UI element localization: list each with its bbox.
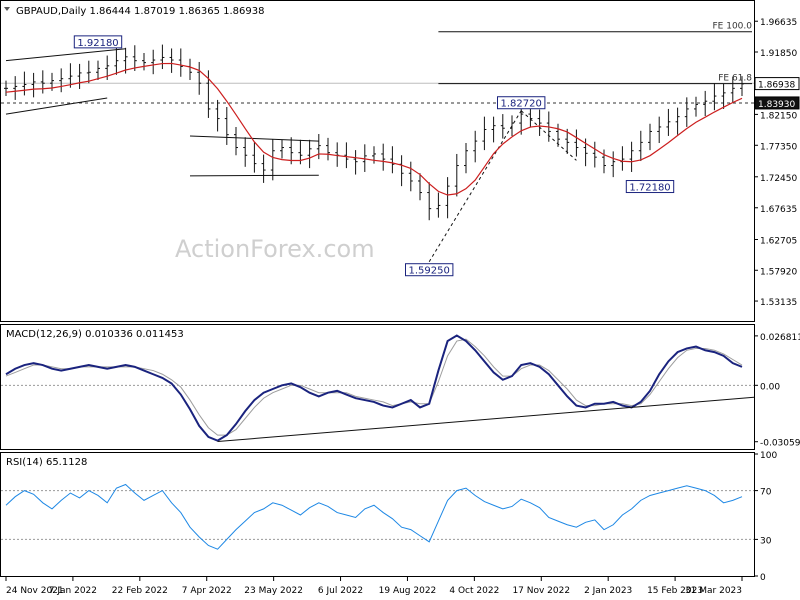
macd-tick-label: 0.00 <box>760 382 780 392</box>
annotation-label: 1.59250 <box>409 266 450 277</box>
collapse-arrow-icon[interactable] <box>4 7 10 11</box>
trendline-bottom <box>5 97 108 115</box>
date-tick-label: 31 Mar 2023 <box>685 586 742 596</box>
macd-trendline <box>217 396 755 443</box>
date-tick-label: 7 Apr 2022 <box>182 586 232 596</box>
price-tick-label: 1.57920 <box>760 267 797 277</box>
annotation-box <box>73 35 123 49</box>
rsi-tick-label: 30 <box>760 536 772 546</box>
price-tick-label: 1.72450 <box>760 174 797 184</box>
price-tick-label: 1.77350 <box>760 142 797 152</box>
date-tick-label: 4 Oct 2022 <box>449 586 499 596</box>
date-tick-label: 24 Nov 2021 <box>6 586 64 596</box>
date-tick-label: 2 Jan 2023 <box>584 586 632 596</box>
price-title: GBPAUD,Daily 1.86444 1.87019 1.86365 1.8… <box>16 6 264 17</box>
date-tick-label: 19 Aug 2022 <box>379 586 437 596</box>
annotation-box <box>497 96 546 110</box>
axes: 1.96635 1.91850 1.86938 1.82150 1.77350 1.724… <box>5 18 800 596</box>
annotation-label: 1.82720 <box>501 99 542 110</box>
annotation-label: 1.92180 <box>77 38 118 49</box>
price-tick-label: 1.82150 <box>760 111 797 121</box>
annotation-box <box>625 180 675 194</box>
channel-bottom <box>189 174 319 177</box>
fe-level-label: FE 100.0 <box>713 22 753 32</box>
price-tick-label: 1.62705 <box>760 236 797 246</box>
rsi-plot <box>1 483 754 550</box>
macd-tick-label: 0.026811 <box>760 333 800 343</box>
price-tick-label: 1.53135 <box>760 298 797 308</box>
date-tick-label: 7 Jan 2022 <box>49 586 97 596</box>
macd-panel <box>0 324 755 450</box>
price-panel <box>0 0 755 322</box>
rsi-title: RSI(14) 65.1128 <box>6 457 87 468</box>
price-tick-label: 1.91850 <box>760 49 797 59</box>
price-label-box <box>754 77 800 91</box>
trendline-top <box>5 48 126 62</box>
fe-level-label: FE 61.8 <box>718 74 752 84</box>
channel-top <box>189 135 319 142</box>
macd-plot <box>1 334 755 443</box>
macd-tick-label: -0.030592 <box>760 439 800 449</box>
rsi-panel <box>0 452 755 577</box>
macd-title: MACD(12,26,9) 0.010336 0.011453 <box>6 329 184 340</box>
watermark: ActionForex.com <box>175 235 375 263</box>
annotation-label: 1.72180 <box>629 183 670 194</box>
date-tick-label: 22 Feb 2022 <box>112 586 168 596</box>
macd-line <box>5 334 743 442</box>
date-tick-label: 23 May 2022 <box>244 586 303 596</box>
date-tick-label: 15 Feb 2023 <box>647 586 703 596</box>
price-tick-label: 1.96635 <box>760 18 797 28</box>
price-label: 1.83930 <box>758 100 795 110</box>
date-tick-label: 6 Jul 2022 <box>318 586 363 596</box>
price-label-box <box>754 96 800 110</box>
rsi-tick-label: 70 <box>760 488 772 498</box>
price-plot: FE 100.0 FE 61.8 1.92180 1.82720 1.72180 1.59… <box>1 22 754 277</box>
rsi-line <box>5 483 743 550</box>
panel-frames <box>0 0 755 577</box>
price-label: 1.86938 <box>758 81 795 91</box>
rsi-tick-label: 100 <box>760 451 777 461</box>
annotation-box <box>405 263 454 277</box>
date-tick-label: 17 Nov 2022 <box>512 586 570 596</box>
price-tick-label: 1.67635 <box>760 205 797 215</box>
moving-average-line <box>5 62 743 196</box>
rsi-tick-label: 0 <box>760 573 766 583</box>
